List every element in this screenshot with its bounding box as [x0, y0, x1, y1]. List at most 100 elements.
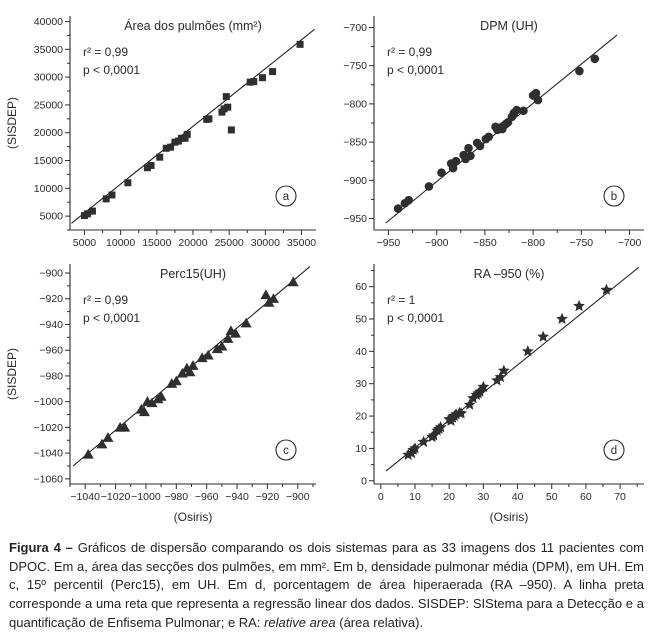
tick-marks [369, 26, 631, 235]
svg-text:70: 70 [614, 491, 626, 503]
scatter-plot-c: −1040 −1020 −1000 −980 −960 −940 −920 −900−1060… [5, 264, 316, 524]
svg-text:−950: −950 [377, 237, 401, 249]
svg-text:20000: 20000 [178, 237, 207, 249]
scatter-plot-d: 0 10 20 30 40 50 60 70 0 10 20 30 40 50 60 RA –950 (%) r… [355, 264, 644, 524]
svg-text:−980: −980 [164, 491, 188, 503]
regression-line [385, 266, 640, 472]
tick-labels: 0 10 20 30 40 50 60 70 0 10 20 30 40 50 60 [355, 281, 626, 503]
plot-title: RA –950 (%) [474, 267, 545, 281]
svg-text:−900: −900 [425, 237, 449, 249]
svg-text:25000: 25000 [34, 99, 63, 111]
svg-text:−750: −750 [343, 60, 367, 72]
svg-text:a: a [283, 191, 290, 203]
svg-text:50: 50 [355, 314, 367, 326]
svg-text:20000: 20000 [34, 127, 63, 139]
svg-text:0: 0 [361, 475, 367, 487]
svg-text:30: 30 [478, 491, 490, 503]
svg-text:−980: −980 [39, 370, 63, 382]
svg-text:20: 20 [443, 491, 455, 503]
tick-marks [65, 21, 303, 235]
svg-text:60: 60 [580, 491, 592, 503]
regression-line [71, 28, 315, 224]
svg-text:30000: 30000 [251, 237, 280, 249]
scatter-points [402, 283, 613, 460]
y-axis-label: (SISDEP) [5, 97, 19, 149]
svg-text:35000: 35000 [34, 44, 63, 56]
scatter-plot-a: 5000 10000 15000 20000 25000 30000 35000 5000 10… [5, 16, 316, 249]
caption-label: Figura 4 – [9, 540, 78, 555]
figure-caption: Figura 4 – Gráficos de dispersão compara… [0, 534, 652, 633]
r2-label: r² = 0,99 [387, 45, 432, 59]
svg-text:−850: −850 [343, 137, 367, 149]
svg-text:−920: −920 [39, 293, 63, 305]
svg-text:5000: 5000 [73, 237, 97, 249]
scatter-points [82, 276, 299, 459]
svg-text:−700: −700 [618, 237, 642, 249]
caption-body-1: Gráficos de dispersão comparando os dois… [9, 540, 644, 630]
svg-text:−900: −900 [343, 175, 367, 187]
svg-text:10: 10 [409, 491, 421, 503]
svg-text:−1000: −1000 [131, 491, 161, 503]
r2-label: r² = 0,99 [83, 293, 128, 307]
scatter-points [80, 40, 304, 220]
p-label: p < 0,0001 [83, 63, 140, 77]
svg-text:−920: −920 [256, 491, 280, 503]
svg-text:0: 0 [378, 491, 384, 503]
svg-text:−960: −960 [195, 491, 219, 503]
svg-text:−900: −900 [39, 268, 63, 280]
svg-text:−960: −960 [39, 345, 63, 357]
svg-text:d: d [611, 445, 617, 457]
plot-title: Perc15(UH) [160, 267, 226, 281]
svg-text:40: 40 [355, 346, 367, 358]
tick-labels: −950 −900 −850 −800 −750 −700 −950 −900 −850 −800… [343, 22, 641, 249]
svg-text:−1020: −1020 [34, 422, 64, 434]
plot-b: −950 −900 −850 −800 −750 −700 −950 −900 −850 −800… [326, 0, 652, 252]
svg-text:30: 30 [355, 378, 367, 390]
svg-text:−1040: −1040 [34, 448, 64, 460]
axes [373, 264, 644, 485]
p-label: p < 0,0001 [83, 311, 140, 325]
svg-text:15000: 15000 [34, 155, 63, 167]
svg-text:−1060: −1060 [34, 473, 64, 485]
svg-text:20: 20 [355, 411, 367, 423]
svg-text:30000: 30000 [34, 72, 63, 84]
plot-a: 5000 10000 15000 20000 25000 30000 35000 5000 10… [0, 0, 326, 252]
plots-grid: 5000 10000 15000 20000 25000 30000 35000 5000 10… [0, 0, 652, 534]
svg-text:40: 40 [512, 491, 524, 503]
svg-text:−750: −750 [569, 237, 593, 249]
plot-d: 0 10 20 30 40 50 60 70 0 10 20 30 40 50 60 RA –950 (%) r… [326, 252, 652, 534]
letter-badge: c [275, 439, 297, 461]
svg-text:−1000: −1000 [34, 396, 64, 408]
x-axis-label: (Osiris) [174, 510, 213, 524]
svg-text:15000: 15000 [142, 237, 171, 249]
svg-text:−850: −850 [473, 237, 497, 249]
tick-labels: −1040 −1020 −1000 −980 −960 −940 −920 −900−1060… [34, 268, 310, 503]
p-label: p < 0,0001 [387, 63, 444, 77]
svg-text:−800: −800 [521, 237, 545, 249]
svg-text:−900: −900 [286, 491, 310, 503]
y-axis-label: (SISDEP) [5, 348, 19, 400]
svg-text:−1040: −1040 [70, 491, 100, 503]
svg-text:−1020: −1020 [101, 491, 131, 503]
svg-text:10: 10 [355, 443, 367, 455]
letter-badge: b [603, 185, 625, 207]
svg-text:c: c [283, 445, 289, 457]
scatter-plot-b: −950 −900 −850 −800 −750 −700 −950 −900 −850 −800… [343, 16, 644, 249]
plot-title: DPM (UH) [480, 19, 538, 33]
scatter-points [393, 54, 600, 213]
svg-text:−940: −940 [39, 319, 63, 331]
svg-text:−940: −940 [225, 491, 249, 503]
axes [69, 264, 316, 485]
svg-text:5000: 5000 [40, 211, 64, 223]
svg-text:b: b [611, 191, 617, 203]
tick-marks [369, 269, 638, 489]
svg-text:−800: −800 [343, 98, 367, 110]
svg-text:25000: 25000 [215, 237, 244, 249]
svg-text:−700: −700 [343, 22, 367, 34]
x-axis-label: (Osiris) [490, 510, 529, 524]
caption-italic-term: relative area [264, 614, 336, 630]
svg-text:10000: 10000 [34, 183, 63, 195]
p-label: p < 0,0001 [387, 311, 444, 325]
tick-labels: 5000 10000 15000 20000 25000 30000 35000 5000 10… [34, 16, 316, 249]
